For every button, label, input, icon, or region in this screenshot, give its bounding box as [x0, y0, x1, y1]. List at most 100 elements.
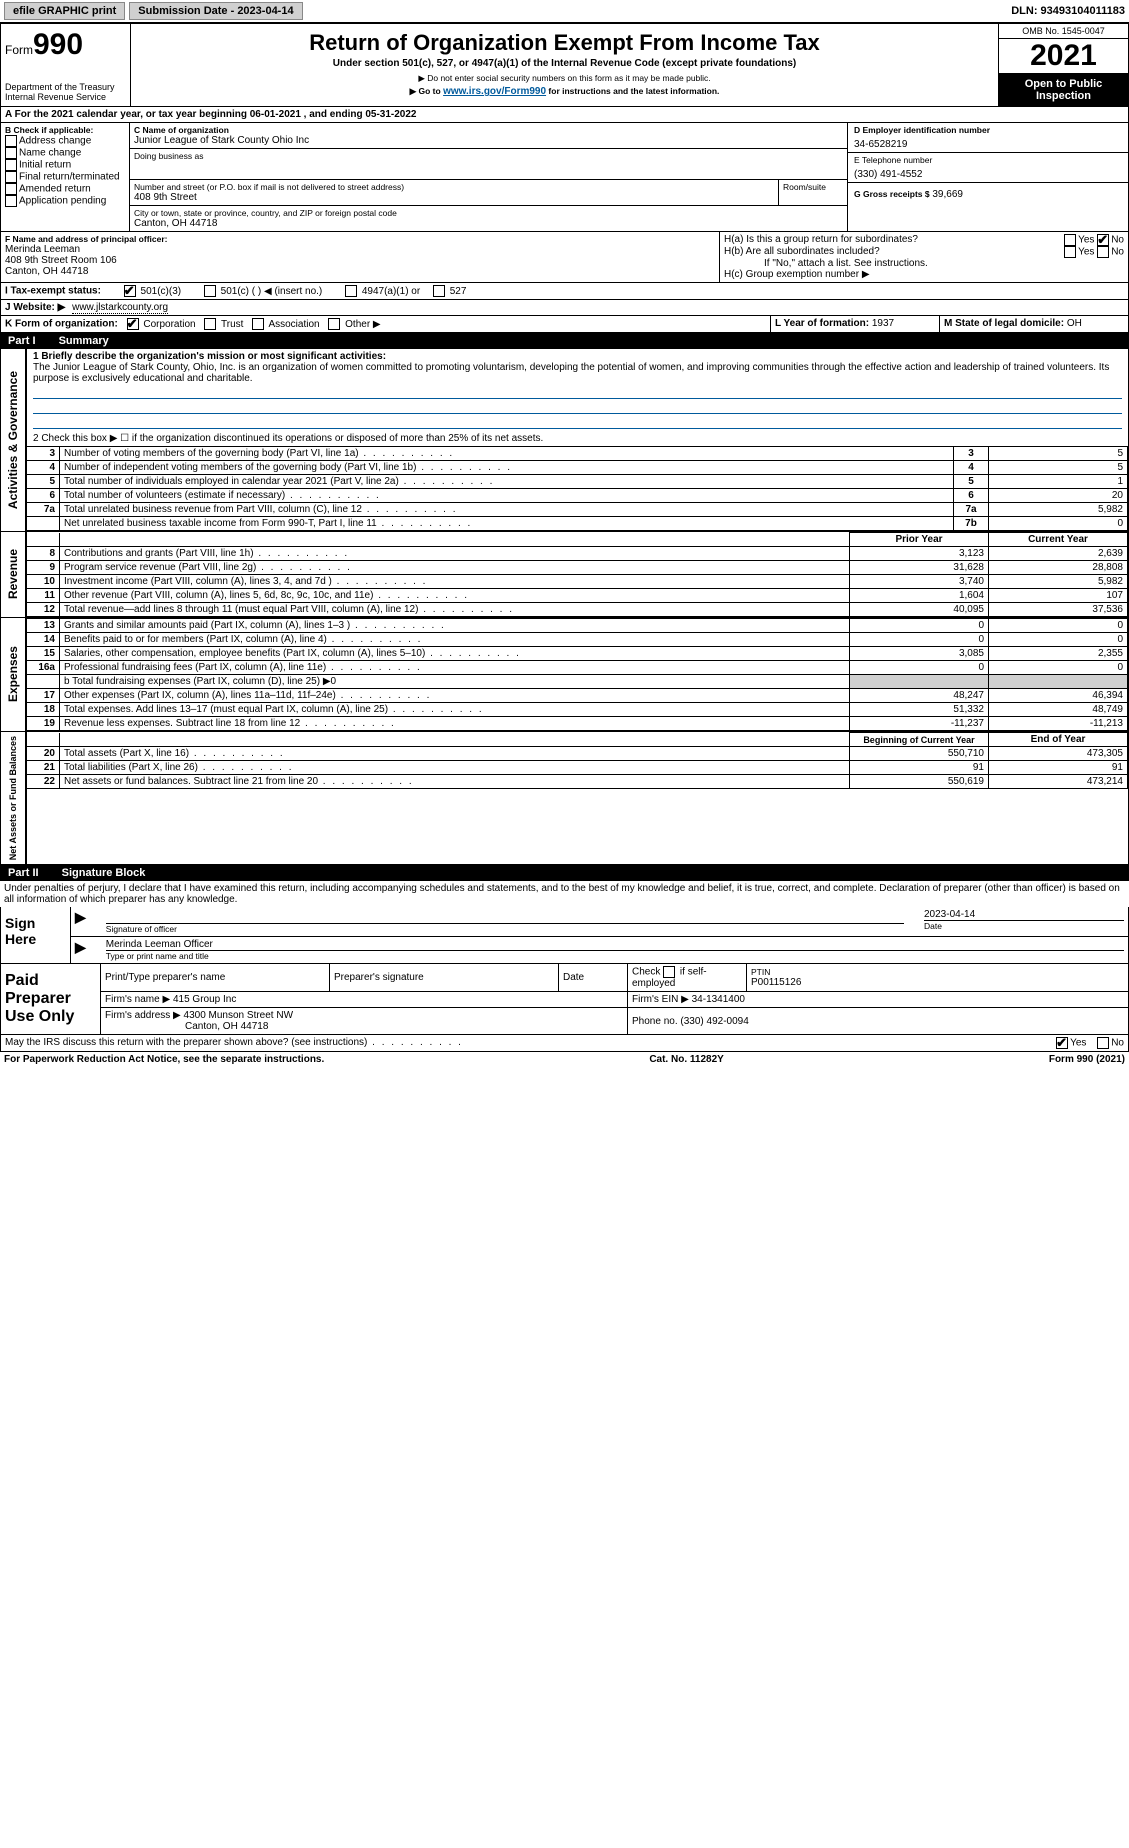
line-num: 15	[27, 647, 60, 661]
signature-block: Sign Here ▶ Signature of officer 2023-04…	[0, 907, 1129, 964]
efile-button[interactable]: efile GRAPHIC print	[4, 2, 125, 20]
irs-link[interactable]: www.irs.gov/Form990	[443, 86, 546, 97]
i-501c3-check[interactable]	[124, 285, 136, 297]
hb-note: If "No," attach a list. See instructions…	[724, 258, 1124, 269]
self-employed-check[interactable]	[663, 966, 675, 978]
k-trust-check[interactable]	[204, 318, 216, 330]
line-num: 19	[27, 717, 60, 731]
firm-phone: (330) 492-0094	[680, 1016, 748, 1027]
rev-side-label: Revenue	[4, 545, 22, 603]
line-desc: Grants and similar amounts paid (Part IX…	[60, 619, 850, 633]
m-label: M State of legal domicile:	[944, 318, 1064, 329]
ha-no[interactable]: No	[1111, 235, 1124, 246]
part2-title: Signature Block	[62, 867, 146, 879]
b-opt-0: Address change	[19, 136, 91, 147]
b-opt-1: Name change	[19, 148, 81, 159]
form-page-label: Form 990 (2021)	[1049, 1054, 1125, 1065]
b-initial[interactable]: Initial return	[5, 159, 125, 171]
form-title: Return of Organization Exempt From Incom…	[135, 30, 994, 56]
b-opt-2: Initial return	[19, 160, 71, 171]
exp-side-label: Expenses	[4, 642, 22, 706]
firm-ein-label: Firm's EIN ▶	[632, 994, 689, 1005]
line2: 2 Check this box ▶ ☐ if the organization…	[27, 431, 1128, 446]
current-val: 48,749	[989, 703, 1128, 717]
form-number: Form990	[5, 28, 126, 62]
line-desc: Benefits paid to or for members (Part IX…	[60, 633, 850, 647]
k-label: K Form of organization:	[5, 319, 118, 330]
sig-officer-label: Signature of officer	[106, 924, 904, 934]
b-final[interactable]: Final return/terminated	[5, 171, 125, 183]
current-val: 2,355	[989, 647, 1128, 661]
i-4947-check[interactable]	[345, 285, 357, 297]
firm-addr2: Canton, OH 44718	[105, 1021, 623, 1032]
mission-rule	[33, 414, 1122, 429]
line-desc: Total liabilities (Part X, line 26)	[60, 761, 850, 775]
firm-name: 415 Group Inc	[173, 994, 236, 1005]
website-url[interactable]: www.jlstarkcounty.org	[72, 302, 168, 314]
e-label: E Telephone number	[854, 155, 1122, 165]
revenue-table: Prior Year Current Year 8 Contributions …	[27, 532, 1128, 617]
form-header: Form990 Department of the Treasury Inter…	[0, 23, 1129, 107]
b-name-change[interactable]: Name change	[5, 147, 125, 159]
i-4947: 4947(a)(1) or	[362, 286, 420, 297]
submission-button[interactable]: Submission Date - 2023-04-14	[129, 2, 302, 20]
line-val: 1	[989, 475, 1128, 489]
hb-yes[interactable]: Yes	[1078, 247, 1094, 258]
line-num: 22	[27, 775, 60, 789]
end-year-header: End of Year	[989, 733, 1128, 747]
b-pending[interactable]: Application pending	[5, 195, 125, 207]
k-corp: Corporation	[143, 319, 195, 330]
prior-val: 0	[850, 661, 989, 675]
prior-val: 1,604	[850, 589, 989, 603]
irs-label: Internal Revenue Service	[5, 92, 126, 102]
b-amended[interactable]: Amended return	[5, 183, 125, 195]
i-501c-check[interactable]	[204, 285, 216, 297]
line-val: 5	[989, 447, 1128, 461]
check-label: Check	[632, 967, 660, 978]
k-other-check[interactable]	[328, 318, 340, 330]
prior-val: 51,332	[850, 703, 989, 717]
prior-val: 0	[850, 633, 989, 647]
line-val: 5	[989, 461, 1128, 475]
line-desc: Net assets or fund balances. Subtract li…	[60, 775, 850, 789]
c-name-label: C Name of organization	[134, 125, 843, 135]
street-address: 408 9th Street	[134, 192, 774, 203]
catalog-number: Cat. No. 11282Y	[649, 1054, 723, 1065]
discuss-yes-check[interactable]	[1056, 1037, 1068, 1049]
ha-yes[interactable]: Yes	[1078, 235, 1094, 246]
line-num: 20	[27, 747, 60, 761]
line-desc: Net unrelated business taxable income fr…	[60, 517, 954, 531]
k-corp-check[interactable]	[127, 318, 139, 330]
i-527-check[interactable]	[433, 285, 445, 297]
b-opt-5: Application pending	[19, 196, 106, 207]
line-desc: Total expenses. Add lines 13–17 (must eq…	[60, 703, 850, 717]
year-formation: 1937	[872, 318, 894, 329]
i-label: I Tax-exempt status:	[5, 286, 101, 297]
k-assoc: Association	[268, 319, 319, 330]
j-label: J Website: ▶	[5, 302, 65, 313]
line-val: 0	[989, 517, 1128, 531]
line-val: 20	[989, 489, 1128, 503]
part2-label: Part II	[8, 867, 59, 879]
line-box: 3	[954, 447, 989, 461]
prior-val: 550,710	[850, 747, 989, 761]
line-num: 7a	[27, 503, 60, 517]
telephone: (330) 491-4552	[854, 169, 1122, 180]
discuss-no-check[interactable]	[1097, 1037, 1109, 1049]
current-val: 0	[989, 661, 1128, 675]
line-desc: Total unrelated business revenue from Pa…	[60, 503, 954, 517]
line-16b: b Total fundraising expenses (Part IX, c…	[60, 675, 850, 689]
i-527: 527	[450, 286, 467, 297]
line-desc: Professional fundraising fees (Part IX, …	[60, 661, 850, 675]
hb-no[interactable]: No	[1111, 247, 1124, 258]
k-assoc-check[interactable]	[252, 318, 264, 330]
line-num: 14	[27, 633, 60, 647]
discuss-question: May the IRS discuss this return with the…	[5, 1037, 463, 1049]
page-footer: For Paperwork Reduction Act Notice, see …	[0, 1052, 1129, 1067]
room-label: Room/suite	[783, 182, 843, 192]
current-year-header: Current Year	[989, 533, 1128, 547]
b-address-change[interactable]: Address change	[5, 135, 125, 147]
governance-section: Activities & Governance 1 Briefly descri…	[0, 349, 1129, 532]
line-num: 10	[27, 575, 60, 589]
net-side-label: Net Assets or Fund Balances	[6, 732, 20, 864]
